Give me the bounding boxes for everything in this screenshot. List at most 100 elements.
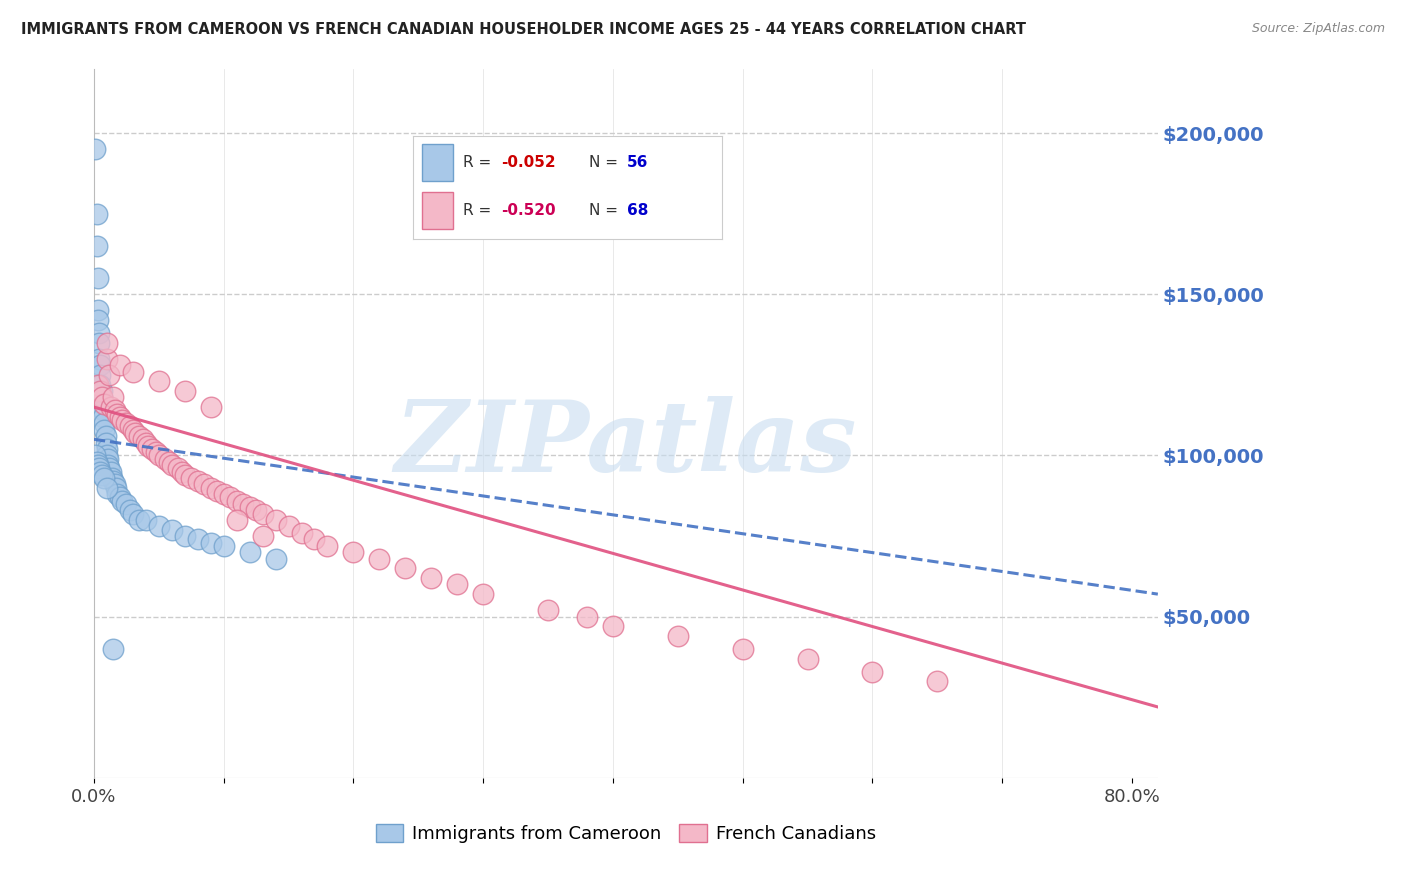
Point — [94, 429, 117, 443]
Point — [94, 435, 117, 450]
Point — [87, 313, 110, 327]
Point — [212, 539, 235, 553]
Point — [103, 642, 125, 657]
Point — [96, 442, 118, 456]
Point — [108, 409, 131, 424]
Text: N =: N = — [589, 202, 623, 218]
Point — [86, 239, 108, 253]
Point — [537, 603, 560, 617]
Point — [87, 303, 110, 318]
Point — [264, 551, 287, 566]
Point — [927, 674, 949, 689]
Bar — [422, 145, 453, 181]
Point — [90, 467, 112, 482]
Text: ZIPatlas: ZIPatlas — [395, 396, 858, 492]
Point — [187, 475, 209, 489]
Legend: Immigrants from Cameroon, French Canadians: Immigrants from Cameroon, French Canadia… — [368, 817, 883, 850]
Point — [121, 507, 143, 521]
Point — [200, 481, 222, 495]
Point — [180, 471, 202, 485]
Point — [252, 529, 274, 543]
Point — [91, 403, 114, 417]
Point — [89, 377, 111, 392]
Point — [104, 477, 127, 491]
Point — [120, 503, 142, 517]
Point — [160, 523, 183, 537]
Point — [89, 358, 111, 372]
Point — [105, 487, 128, 501]
Point — [264, 513, 287, 527]
Text: R =: R = — [463, 202, 496, 218]
Point — [90, 384, 112, 398]
Point — [89, 465, 111, 479]
Text: 68: 68 — [627, 202, 648, 218]
Point — [86, 455, 108, 469]
Point — [115, 416, 138, 430]
Point — [87, 377, 110, 392]
Point — [368, 551, 391, 566]
Point — [93, 423, 115, 437]
Point — [86, 206, 108, 220]
Point — [602, 619, 624, 633]
Point — [446, 577, 468, 591]
Point — [104, 481, 127, 495]
Point — [96, 335, 118, 350]
Point — [87, 458, 110, 472]
Point — [219, 491, 242, 505]
Point — [101, 471, 124, 485]
Point — [87, 271, 110, 285]
Point — [98, 461, 121, 475]
Point — [472, 587, 495, 601]
Point — [128, 513, 150, 527]
Point — [91, 409, 114, 424]
Point — [157, 455, 180, 469]
Point — [173, 529, 195, 543]
Text: IMMIGRANTS FROM CAMEROON VS FRENCH CANADIAN HOUSEHOLDER INCOME AGES 25 - 44 YEAR: IMMIGRANTS FROM CAMEROON VS FRENCH CANAD… — [21, 22, 1026, 37]
Point — [225, 493, 247, 508]
Point — [225, 513, 247, 527]
Point — [172, 465, 194, 479]
Point — [135, 435, 157, 450]
Point — [93, 397, 115, 411]
Point — [394, 561, 416, 575]
Bar — [422, 192, 453, 228]
Point — [252, 507, 274, 521]
Point — [120, 419, 142, 434]
Point — [111, 493, 134, 508]
Point — [290, 525, 312, 540]
Point — [277, 519, 299, 533]
Point — [132, 433, 155, 447]
Point — [575, 609, 598, 624]
Point — [121, 365, 143, 379]
Point — [666, 629, 689, 643]
Point — [96, 351, 118, 366]
Point — [84, 142, 107, 156]
Text: Source: ZipAtlas.com: Source: ZipAtlas.com — [1251, 22, 1385, 36]
Point — [796, 651, 818, 665]
Point — [173, 384, 195, 398]
Point — [205, 483, 228, 498]
Text: R =: R = — [463, 155, 496, 170]
Point — [148, 519, 170, 533]
Point — [97, 458, 120, 472]
Point — [103, 391, 125, 405]
Point — [121, 423, 143, 437]
Point — [108, 358, 131, 372]
Point — [141, 442, 163, 456]
Point — [84, 449, 107, 463]
Point — [91, 397, 114, 411]
Point — [87, 335, 110, 350]
Point — [90, 391, 112, 405]
Text: -0.052: -0.052 — [502, 155, 555, 170]
Point — [124, 425, 146, 440]
Point — [316, 539, 339, 553]
Point — [128, 429, 150, 443]
Point — [135, 513, 157, 527]
Point — [97, 451, 120, 466]
Point — [96, 481, 118, 495]
Point — [115, 497, 138, 511]
Point — [90, 391, 112, 405]
Point — [212, 487, 235, 501]
Point — [245, 503, 267, 517]
Point — [87, 326, 110, 340]
